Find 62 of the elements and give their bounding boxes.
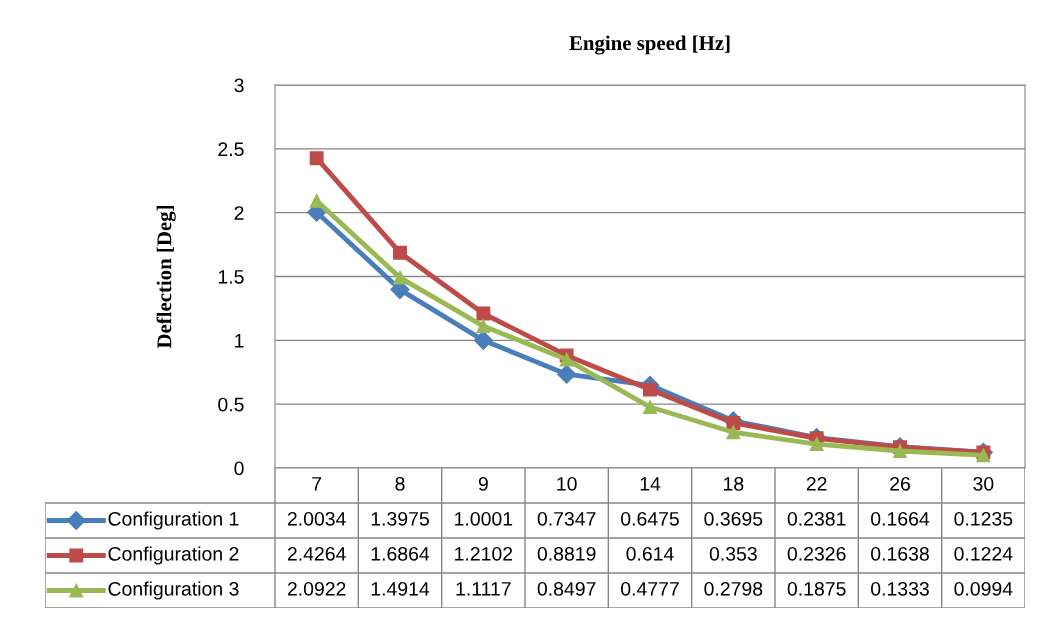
x-tick-label: 14 xyxy=(640,477,661,491)
data-label: 1.1117 xyxy=(456,582,511,596)
data-label: 0.2326 xyxy=(787,546,846,561)
point xyxy=(643,400,657,414)
data-label: 1.6864 xyxy=(371,546,430,561)
data-label: 0.2381 xyxy=(787,511,846,526)
chart-title: Engine speed [Hz] xyxy=(569,35,730,55)
point xyxy=(476,306,491,321)
x-tick-label: 22 xyxy=(806,476,827,491)
y-tick-label: 1 xyxy=(235,334,244,348)
point xyxy=(559,352,574,367)
data-label: 0.8497 xyxy=(537,581,596,596)
point xyxy=(809,437,824,452)
point xyxy=(557,364,577,384)
y-tick-label: 0.5 xyxy=(218,397,244,412)
x-tick-label: 26 xyxy=(890,476,910,491)
data-label: 1.4914 xyxy=(371,581,430,596)
data-label: 0.1333 xyxy=(871,581,929,596)
point xyxy=(309,151,324,166)
data-label: 0.1875 xyxy=(787,581,846,596)
data-label: 2.4264 xyxy=(287,546,346,561)
data-label: 0.7347 xyxy=(537,511,596,526)
legend-label: Configuration 3 xyxy=(108,581,239,600)
data-label: 2.0034 xyxy=(287,511,346,526)
data-label: 0.8819 xyxy=(537,546,596,561)
x-tick-label: 10 xyxy=(557,476,577,491)
legend-label: Configuration 2 xyxy=(108,546,239,565)
y-axis-title: Deflection [Deg] xyxy=(156,206,176,349)
y-tick-label: 0 xyxy=(234,461,244,476)
x-tick-label: 18 xyxy=(724,476,744,491)
data-label: 1.0001 xyxy=(455,511,513,526)
y-tick-label: 2 xyxy=(234,206,244,220)
x-tick-label: 9 xyxy=(478,476,488,491)
data-label: 0.4777 xyxy=(621,581,679,596)
point xyxy=(476,319,491,334)
x-tick-label: 8 xyxy=(395,476,405,491)
data-label: 1.2102 xyxy=(455,546,513,561)
data-label: 0.1638 xyxy=(871,546,929,561)
point xyxy=(473,330,493,350)
point xyxy=(893,444,907,458)
legend-label: Configuration 1 xyxy=(108,511,239,530)
y-tick-label: 1.5 xyxy=(218,270,244,284)
point xyxy=(393,245,407,260)
data-label: 0.2798 xyxy=(704,581,763,596)
data-label: 0.6475 xyxy=(621,511,679,526)
point xyxy=(309,193,324,208)
point xyxy=(393,270,407,285)
y-tick-label: 3 xyxy=(234,78,244,93)
data-label: 0.614 xyxy=(626,546,674,561)
point xyxy=(726,425,741,440)
data-label: 0.3695 xyxy=(704,511,763,526)
data-label: 2.0922 xyxy=(287,581,346,596)
data-label: 0.0994 xyxy=(954,581,1013,596)
data-label: 0.1664 xyxy=(871,511,930,526)
y-tick-label: 2.5 xyxy=(218,142,244,157)
x-tick-label: 7 xyxy=(312,477,322,491)
data-label: 0.1235 xyxy=(954,511,1013,526)
x-tick-label: 30 xyxy=(973,476,994,491)
point xyxy=(643,382,657,397)
data-label: 0.1224 xyxy=(954,546,1013,561)
data-label: 1.3975 xyxy=(371,511,429,526)
data-label: 0.353 xyxy=(709,546,757,561)
